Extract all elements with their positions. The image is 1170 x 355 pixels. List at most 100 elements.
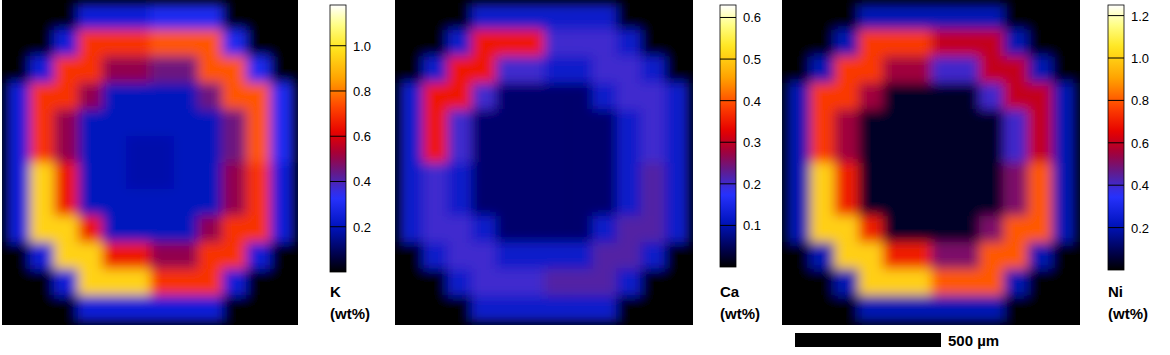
map-cell xyxy=(246,56,271,83)
map-cell xyxy=(859,56,884,83)
map-cell xyxy=(399,83,424,110)
map-cell xyxy=(810,56,835,83)
map-cell xyxy=(1004,109,1029,136)
map-cell xyxy=(568,109,593,136)
map-cell xyxy=(399,109,424,136)
map-cell xyxy=(423,109,448,136)
map-cell xyxy=(979,163,1004,190)
map-cell xyxy=(447,216,472,243)
map-cell xyxy=(931,56,956,83)
map-cell xyxy=(617,295,642,322)
map-cell xyxy=(423,163,448,190)
map-background xyxy=(782,0,1080,325)
map-cell xyxy=(859,295,884,322)
map-cell xyxy=(834,163,859,190)
map-cell xyxy=(30,109,55,136)
map-cell xyxy=(641,216,666,243)
map-cell xyxy=(883,242,908,269)
map-cell xyxy=(786,269,811,296)
map-cell xyxy=(520,295,545,322)
colorbar-tick xyxy=(1108,227,1124,228)
map-cell xyxy=(1004,269,1029,296)
map-cell xyxy=(568,56,593,83)
map-cell xyxy=(102,30,127,57)
map-cell xyxy=(1052,295,1077,322)
map-cell xyxy=(30,216,55,243)
map-cell xyxy=(78,83,103,110)
map-cell xyxy=(447,56,472,83)
map-cell xyxy=(496,295,521,322)
map-cell xyxy=(907,295,932,322)
map-cell xyxy=(6,269,31,296)
map-cell xyxy=(1004,3,1029,30)
map-cell xyxy=(979,242,1004,269)
map-cell xyxy=(617,56,642,83)
map-cell xyxy=(198,163,223,190)
map-cell xyxy=(198,136,223,163)
map-cell xyxy=(979,269,1004,296)
map-cell xyxy=(126,3,151,30)
map-cell xyxy=(423,269,448,296)
map-cell xyxy=(955,163,980,190)
map-cells xyxy=(6,3,295,323)
map-cell xyxy=(174,269,199,296)
colorbar-tick xyxy=(1108,15,1124,16)
map-cell xyxy=(665,30,690,57)
map-cell xyxy=(617,83,642,110)
map-cell xyxy=(174,163,199,190)
map-cell xyxy=(979,189,1004,216)
map-cell xyxy=(568,83,593,110)
map-cell xyxy=(496,269,521,296)
map-cell xyxy=(617,163,642,190)
colorbar-tick xyxy=(720,225,736,226)
map-cell xyxy=(810,269,835,296)
map-cell xyxy=(126,83,151,110)
map-cell xyxy=(665,56,690,83)
map-cell xyxy=(174,216,199,243)
map-cell xyxy=(6,295,31,322)
colorbar-tick xyxy=(330,181,346,182)
map-cell xyxy=(78,189,103,216)
unit-label: (wt%) xyxy=(330,305,370,322)
map-cell xyxy=(174,83,199,110)
map-cell xyxy=(54,295,79,322)
map-cell xyxy=(78,242,103,269)
map-cell xyxy=(592,216,617,243)
map-cell xyxy=(520,163,545,190)
map-cell xyxy=(423,56,448,83)
map-cell xyxy=(472,30,497,57)
map-background xyxy=(2,0,298,325)
map-cell xyxy=(641,136,666,163)
colorbar-tick xyxy=(330,45,346,46)
map-cell xyxy=(544,3,569,30)
map-cell xyxy=(246,295,271,322)
map-cell xyxy=(786,242,811,269)
colorbar-tick xyxy=(720,17,736,18)
map-cell xyxy=(520,216,545,243)
map-cell xyxy=(126,56,151,83)
map-cell xyxy=(1052,109,1077,136)
map-cell xyxy=(1052,242,1077,269)
map-cell xyxy=(496,242,521,269)
map-cell xyxy=(665,189,690,216)
map-cell xyxy=(641,3,666,30)
map-cell xyxy=(1004,136,1029,163)
map-cell xyxy=(931,83,956,110)
map-cell xyxy=(399,269,424,296)
map-cell xyxy=(883,3,908,30)
map-cell xyxy=(834,30,859,57)
map-cell xyxy=(54,163,79,190)
map-cell xyxy=(810,163,835,190)
colorbar-tick-label: 0.2 xyxy=(353,220,371,235)
map-area xyxy=(6,3,295,323)
map-cell xyxy=(150,109,175,136)
map-cell xyxy=(472,83,497,110)
map-cell xyxy=(979,109,1004,136)
map-cell xyxy=(568,3,593,30)
map-cells xyxy=(399,3,690,323)
colorbar-tick xyxy=(330,136,346,137)
map-cell xyxy=(1052,3,1077,30)
map-cell xyxy=(198,109,223,136)
map-cell xyxy=(222,136,247,163)
map-cell xyxy=(665,109,690,136)
